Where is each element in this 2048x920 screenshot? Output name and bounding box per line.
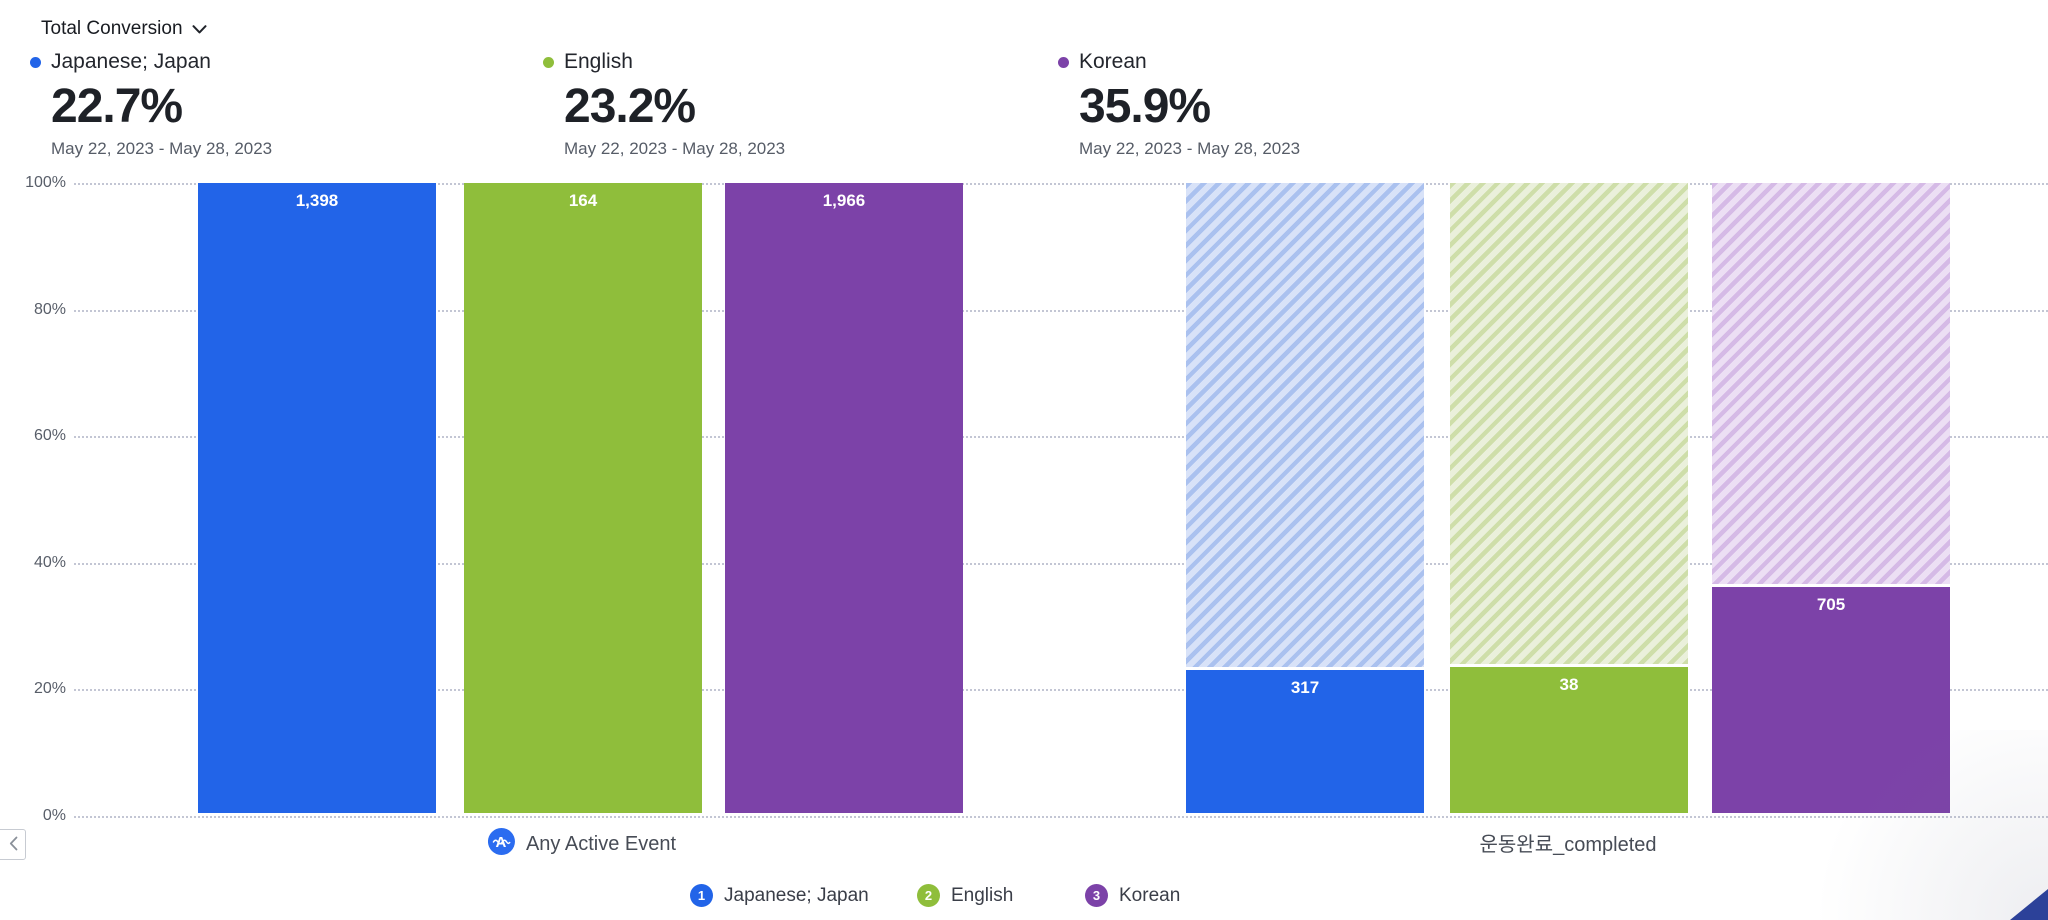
dropoff-hatch-korean [1712, 183, 1950, 584]
converted-bar-japanese-japan: 1,398 [198, 183, 436, 813]
converted-bar-english: 38 [1450, 667, 1688, 813]
step-label-any-active-event[interactable]: A Any Active Event [487, 828, 677, 861]
series-name: Korean [1079, 50, 1147, 73]
conversion-value: 35.9% [1079, 80, 1211, 133]
metric-selector-dropdown[interactable]: Total Conversion [39, 14, 209, 44]
bar-count-label: 38 [1559, 675, 1579, 694]
legend-series-name: Japanese; Japan [724, 884, 869, 906]
dropoff-hatch-english [1450, 183, 1688, 664]
step-label-workout-completed[interactable]: 운동완료_completed [1480, 828, 1657, 857]
chevron-down-icon [192, 18, 207, 40]
series-dot-japanese [30, 56, 41, 68]
bar-count-label: 1,966 [822, 191, 866, 210]
chevron-left-icon [9, 836, 18, 854]
collapse-panel-button[interactable] [0, 829, 26, 860]
bar-count-label: 317 [1290, 678, 1320, 697]
funnel-bar-step1-korean[interactable]: 1,966 [725, 183, 963, 813]
conversion-value: 23.2% [564, 80, 696, 133]
gridline-0% [74, 816, 2048, 818]
y-axis-tick: 40% [33, 554, 66, 571]
y-axis-tick: 80% [33, 301, 66, 318]
legend-item-english[interactable]: 2 English [917, 884, 1013, 907]
converted-bar-korean: 1,966 [725, 183, 963, 813]
gridline-60% [74, 436, 2048, 438]
any-active-event-icon: A [487, 828, 515, 861]
series-dot-english [543, 56, 554, 68]
funnel-bar-step2-japanese-japan[interactable]: 317 [1186, 183, 1424, 813]
y-axis-tick: 100% [25, 174, 66, 191]
converted-bar-japanese-japan: 317 [1186, 670, 1424, 813]
funnel-bar-step2-korean[interactable]: 705 [1712, 183, 1950, 813]
series-name: Japanese; Japan [51, 50, 211, 73]
date-range: May 22, 2023 - May 28, 2023 [51, 139, 273, 158]
conversion-value: 22.7% [51, 80, 183, 133]
gridline-100% [74, 183, 2048, 185]
funnel-bar-step1-japanese-japan[interactable]: 1,398 [198, 183, 436, 813]
legend-index-badge: 1 [690, 884, 713, 907]
summary-english[interactable]: English 23.2% May 22, 2023 - May 28, 202… [543, 50, 785, 159]
y-axis-tick: 60% [33, 427, 66, 444]
gridline-20% [74, 689, 2048, 691]
legend-item-korean[interactable]: 3 Korean [1085, 884, 1180, 907]
step-label-text: Any Active Event [525, 833, 677, 855]
bar-count-label: 1,398 [295, 191, 339, 210]
summary-korean[interactable]: Korean 35.9% May 22, 2023 - May 28, 2023 [1058, 50, 1300, 159]
step-label-text: 운동완료_completed [1479, 834, 1657, 856]
corner-resize-widget[interactable] [2010, 889, 2048, 920]
gridline-80% [74, 310, 2048, 312]
funnel-bar-step1-english[interactable]: 164 [464, 183, 702, 813]
legend-series-name: English [951, 884, 1014, 906]
bar-count-label: 705 [1816, 595, 1846, 614]
dropoff-hatch-japanese-japan [1186, 183, 1424, 667]
converted-bar-korean: 705 [1712, 587, 1950, 813]
summary-japanese-japan[interactable]: Japanese; Japan 22.7% May 22, 2023 - May… [30, 50, 272, 159]
y-axis-tick: 0% [42, 807, 66, 824]
converted-bar-english: 164 [464, 183, 702, 813]
legend-series-name: Korean [1119, 884, 1181, 906]
date-range: May 22, 2023 - May 28, 2023 [1079, 139, 1301, 158]
funnel-bar-step2-english[interactable]: 38 [1450, 183, 1688, 813]
metric-selector-label: Total Conversion [41, 18, 183, 39]
y-axis-tick: 20% [33, 680, 66, 697]
legend-item-japanese-japan[interactable]: 1 Japanese; Japan [690, 884, 869, 907]
series-dot-korean [1058, 56, 1069, 68]
series-name: English [564, 50, 633, 73]
legend-index-badge: 2 [917, 884, 940, 907]
bar-count-label: 164 [568, 191, 598, 210]
date-range: May 22, 2023 - May 28, 2023 [564, 139, 786, 158]
gridline-40% [74, 563, 2048, 565]
legend-index-badge: 3 [1085, 884, 1108, 907]
plot-area: 100% 80% 60% 40% 20% 0% 1,398 164 1,966 317 38 705 [0, 174, 2048, 824]
